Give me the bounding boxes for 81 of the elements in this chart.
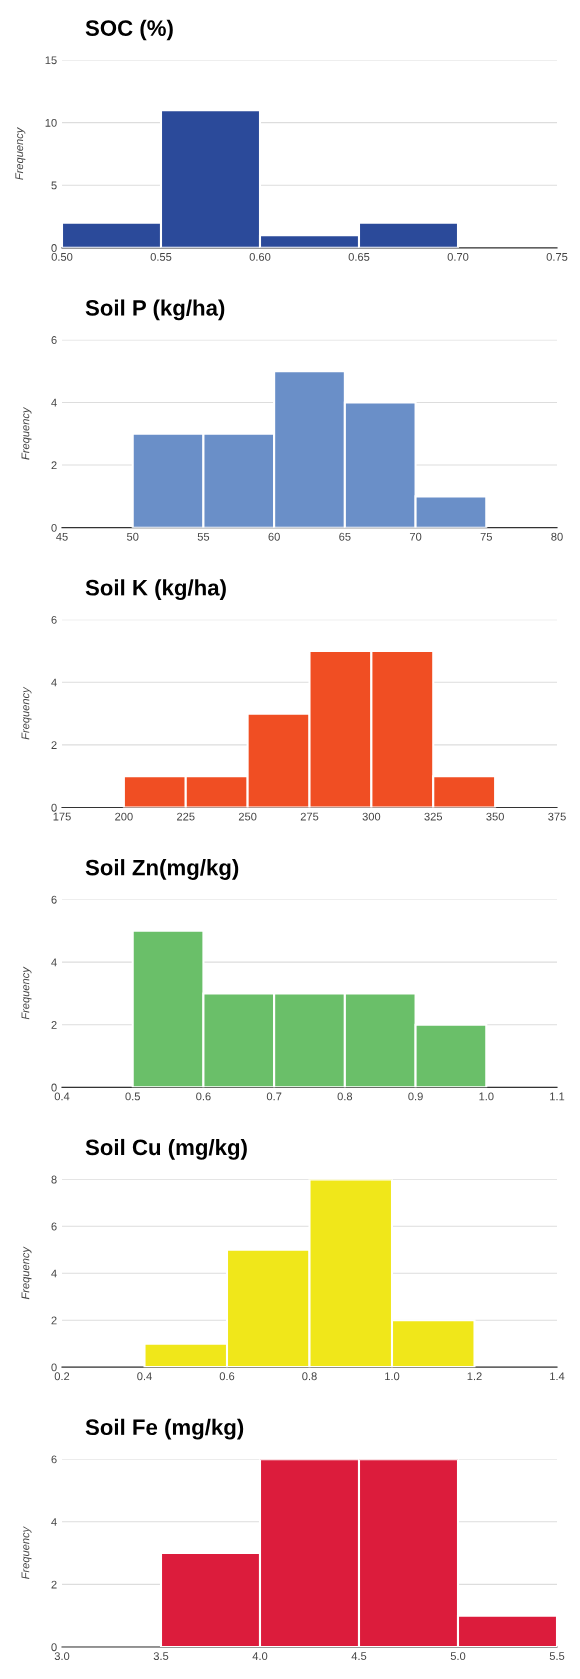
x-tick-label: 0.6 [196, 1092, 211, 1101]
x-tick-label: 60 [268, 532, 280, 541]
y-tick-label: 4 [51, 1269, 57, 1278]
y-tick-label: 0 [51, 803, 57, 812]
x-tick-label: 350 [486, 812, 504, 821]
x-tick-label: 50 [126, 532, 139, 541]
x-tick-label: 0.50 [51, 252, 73, 261]
y-tick-label: 6 [51, 895, 57, 904]
y-tick-label: 0 [51, 1083, 57, 1092]
x-tick-label: 175 [53, 812, 71, 821]
x-tick-label: 0.8 [337, 1092, 353, 1101]
x-tick-label: 275 [300, 812, 319, 821]
x-tick-label: 0.70 [447, 252, 469, 261]
x-tick-label: 0.8 [302, 1372, 317, 1381]
x-tick-label: 0.4 [137, 1372, 152, 1381]
y-tick-label: 4 [51, 958, 57, 967]
y-axis-title: Frequency [21, 966, 32, 1020]
x-tick-label: 65 [339, 532, 351, 541]
x-tick-label: 3.5 [153, 1652, 169, 1661]
y-tick-label: 2 [51, 1580, 57, 1589]
y-tick-label: 6 [51, 615, 57, 624]
y-axis-title: Frequency [21, 406, 32, 460]
y-tick-label: 2 [51, 1020, 57, 1029]
x-tick-label: 70 [409, 532, 422, 541]
x-tick-label: 250 [238, 812, 257, 821]
y-tick-label: 10 [45, 118, 57, 127]
x-tick-label: 1.4 [550, 1372, 565, 1381]
chart-title: Soil Cu (mg/kg) [85, 1138, 247, 1160]
x-tick-label: 300 [362, 812, 381, 821]
y-tick-label: 15 [45, 56, 57, 65]
y-tick-label: 6 [51, 1455, 57, 1464]
y-axis-title: Frequency [15, 127, 26, 180]
x-tick-label: 5.0 [450, 1652, 466, 1661]
y-tick-label: 0 [51, 1363, 57, 1372]
y-axis-title: Frequency [21, 686, 32, 740]
x-tick-label: 1.2 [467, 1372, 482, 1381]
y-tick-label: 4 [51, 1518, 57, 1526]
x-tick-label: 0.6 [219, 1372, 235, 1381]
chart-title: Soil P (kg/ha) [85, 299, 225, 321]
x-tick-label: 45 [56, 532, 68, 541]
x-tick-label: 0.9 [408, 1092, 423, 1101]
x-tick-label: 375 [548, 812, 566, 821]
x-tick-label: 325 [424, 812, 443, 821]
x-tick-label: 0.65 [348, 252, 370, 261]
x-tick-label: 0.4 [54, 1092, 70, 1101]
y-tick-label: 6 [51, 1222, 57, 1231]
x-tick-label: 80 [551, 532, 563, 541]
x-tick-label: 3.0 [54, 1652, 70, 1661]
y-tick-label: 2 [51, 1316, 57, 1325]
y-tick-label: 6 [51, 336, 57, 344]
x-tick-label: 1.0 [385, 1372, 400, 1381]
y-tick-label: 0 [51, 1643, 57, 1652]
x-tick-label: 4.0 [252, 1652, 268, 1661]
chart-title: Soil Zn(mg/kg) [85, 859, 239, 880]
y-tick-label: 0 [51, 244, 57, 252]
x-tick-label: 55 [197, 532, 210, 541]
x-tick-label: 0.7 [266, 1092, 282, 1101]
chart-title: Soil Fe (mg/kg) [85, 1418, 244, 1440]
y-tick-label: 5 [51, 181, 57, 190]
x-tick-label: 5.5 [549, 1652, 565, 1661]
x-tick-label: 1.1 [550, 1092, 565, 1101]
y-tick-label: 4 [51, 398, 57, 407]
x-tick-label: 225 [177, 812, 195, 821]
y-tick-label: 0 [51, 523, 57, 532]
x-tick-label: 0.75 [546, 252, 568, 261]
x-tick-label: 4.5 [351, 1652, 367, 1661]
x-tick-label: 1.0 [479, 1092, 494, 1101]
x-tick-label: 200 [115, 812, 133, 821]
chart-title: SOC (%) [85, 19, 173, 41]
x-tick-label: 0.60 [249, 252, 271, 261]
x-tick-label: 0.2 [54, 1372, 70, 1381]
y-tick-label: 8 [51, 1175, 57, 1184]
y-axis-title: Frequency [21, 1246, 32, 1300]
y-tick-label: 4 [51, 678, 57, 687]
x-tick-label: 75 [480, 532, 492, 541]
y-tick-label: 2 [51, 461, 57, 470]
y-tick-label: 2 [51, 741, 57, 749]
chart-title: Soil K (kg/ha) [85, 579, 226, 601]
x-tick-label: 0.5 [125, 1092, 140, 1101]
x-tick-label: 0.55 [150, 252, 172, 261]
y-axis-title: Frequency [21, 1526, 32, 1579]
